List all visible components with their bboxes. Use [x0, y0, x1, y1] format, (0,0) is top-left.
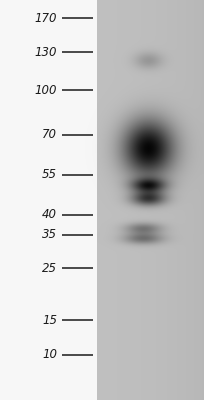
Text: 10: 10 [42, 348, 57, 362]
Text: 55: 55 [42, 168, 57, 182]
Text: 100: 100 [34, 84, 57, 96]
Text: 130: 130 [34, 46, 57, 58]
Text: 40: 40 [42, 208, 57, 222]
Text: 170: 170 [34, 12, 57, 24]
Text: 35: 35 [42, 228, 57, 242]
Text: 70: 70 [42, 128, 57, 142]
Text: 15: 15 [42, 314, 57, 326]
Text: 25: 25 [42, 262, 57, 274]
